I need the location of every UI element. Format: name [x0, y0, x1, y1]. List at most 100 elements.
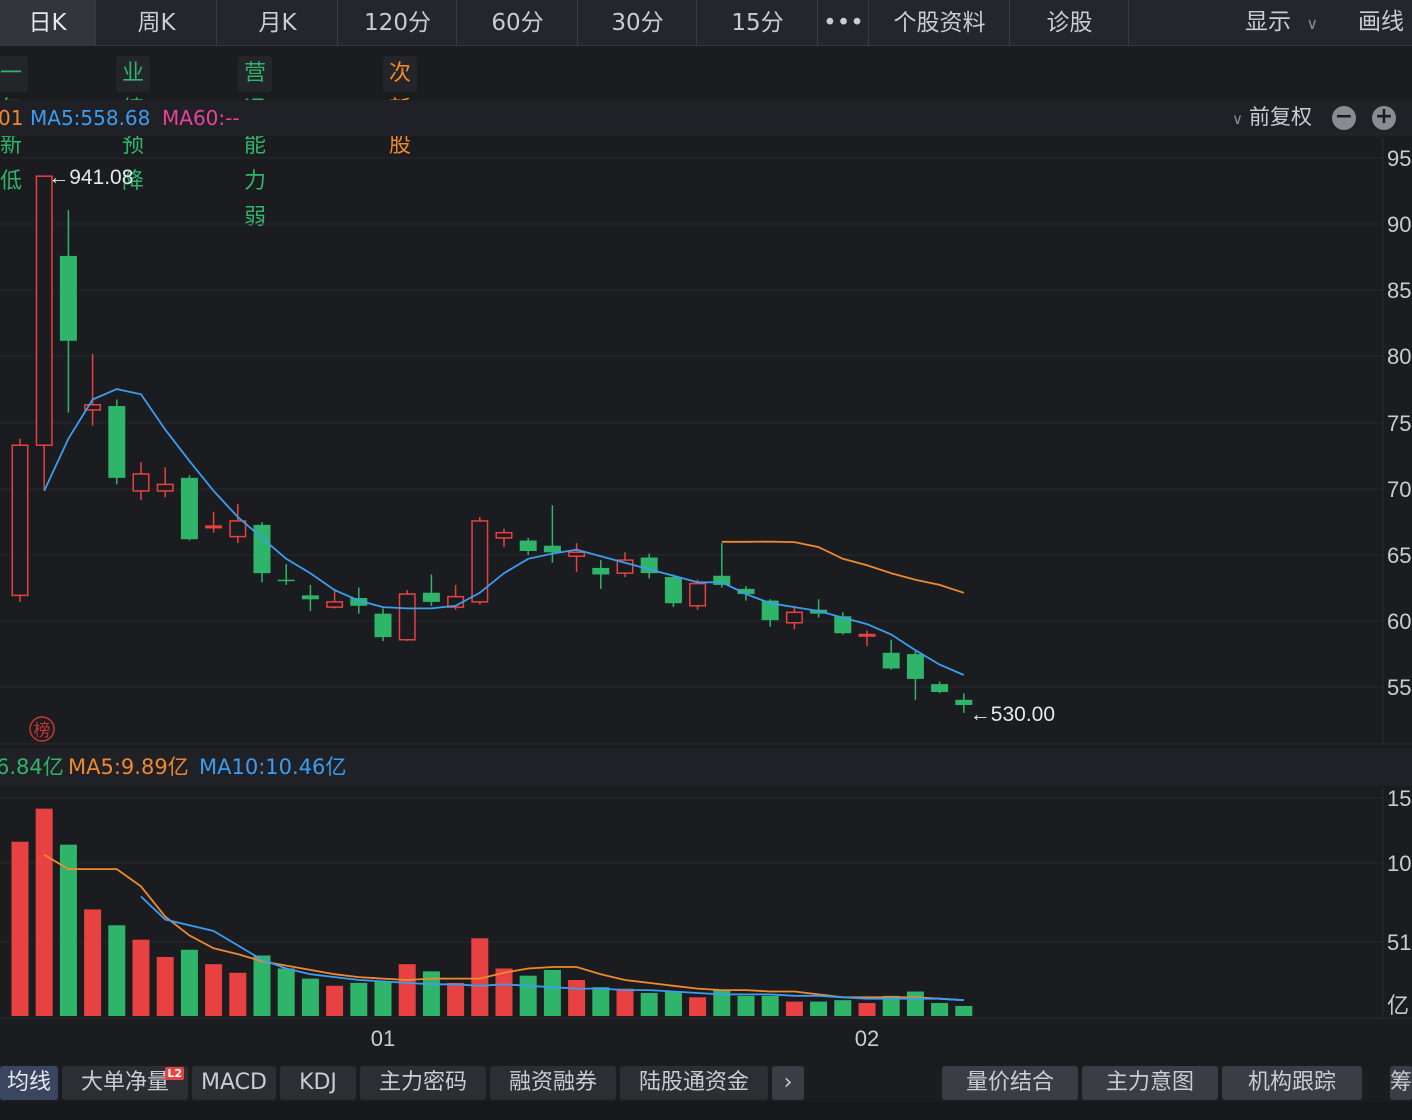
zoom-in-icon[interactable]: + — [1372, 106, 1396, 130]
adjust-dropdown[interactable]: ∨ 前复权 — [1232, 100, 1312, 136]
ma60-line — [721, 540, 965, 594]
ma60-polyline — [721, 540, 965, 594]
candle — [592, 560, 610, 589]
candle-body — [713, 575, 731, 585]
tab-monthly-k[interactable]: 月K — [218, 0, 338, 46]
volume-bar — [156, 956, 174, 1016]
chevron-right-icon[interactable]: › — [772, 1066, 804, 1100]
zoom-out-icon[interactable]: − — [1332, 106, 1356, 130]
volume-bar — [906, 991, 924, 1016]
tab-chips[interactable]: 筹 — [1390, 1066, 1412, 1100]
candle-body — [568, 551, 586, 557]
ma60-legend: MA60:-- — [162, 106, 240, 130]
tab-institution-tracking[interactable]: 机构跟踪 — [1222, 1066, 1362, 1100]
tab-macd[interactable]: MACD — [192, 1066, 276, 1100]
candle-body — [108, 406, 126, 478]
price-tick-label: 75 — [1387, 411, 1411, 436]
volume-bar — [664, 991, 682, 1016]
tab-main-intent[interactable]: 主力意图 — [1082, 1066, 1218, 1100]
l2-badge: L2 — [165, 1067, 184, 1080]
tab-northbound-funds[interactable]: 陆股通资金 — [620, 1066, 768, 1100]
volume-bars — [11, 808, 973, 1016]
tab-volume-price[interactable]: 量价结合 — [942, 1066, 1078, 1100]
volume-bar — [858, 1003, 876, 1016]
tab-120min[interactable]: 120分 — [339, 0, 457, 46]
candle — [810, 599, 828, 618]
candle-body — [326, 601, 344, 608]
tab-big-order-net[interactable]: 大单净量 L2 — [62, 1066, 188, 1100]
candle-body — [640, 557, 658, 574]
tab-diagnose[interactable]: 诊股 — [1011, 0, 1129, 46]
candle — [59, 210, 77, 413]
candle — [834, 612, 852, 635]
candle — [713, 543, 731, 588]
price-tick-label: 80 — [1387, 344, 1411, 369]
candle-body — [931, 684, 949, 692]
candle-body — [374, 613, 392, 638]
candlesticks — [11, 175, 973, 713]
volume-bar — [35, 808, 53, 1016]
candle — [640, 553, 658, 579]
vol-ma5-legend: MA5:9.89亿 — [68, 755, 189, 779]
candle-body — [495, 531, 513, 539]
volume-bar — [810, 1001, 828, 1016]
tab-daily-k[interactable]: 日K — [0, 0, 96, 46]
candle-body — [834, 616, 852, 634]
display-menu[interactable]: 显示 ∨ — [1245, 0, 1318, 46]
display-label: 显示 — [1245, 9, 1291, 35]
tab-margin-trading[interactable]: 融资融券 — [490, 1066, 616, 1100]
volume-bar — [543, 969, 561, 1016]
volume-bar — [931, 1003, 949, 1016]
volume-ma-lines — [43, 853, 964, 1002]
price-tick-label: 85 — [1387, 278, 1411, 303]
price-tick-label: 95 — [1387, 146, 1411, 171]
tab-kdj[interactable]: KDJ — [280, 1066, 356, 1100]
volume-bar — [326, 985, 344, 1016]
draw-line-button[interactable]: 画线 — [1358, 9, 1404, 35]
candle-body — [422, 592, 440, 602]
candle — [906, 651, 924, 700]
volume-bar — [689, 997, 707, 1016]
tab-30min[interactable]: 30分 — [579, 0, 697, 46]
candle-body — [253, 524, 271, 574]
candle — [519, 537, 537, 555]
more-periods-button[interactable]: ••• — [819, 0, 869, 46]
tab-big-order-net-label: 大单净量 — [80, 1070, 169, 1095]
candle — [882, 639, 900, 670]
candle — [689, 579, 707, 610]
volume-bar — [471, 938, 489, 1016]
x-axis: 01 02 — [371, 1026, 879, 1051]
tab-60min[interactable]: 60分 — [458, 0, 578, 46]
tab-moving-average[interactable]: 均线 — [0, 1066, 58, 1100]
vol-ma5-polyline — [43, 853, 964, 1002]
candle — [422, 574, 440, 606]
candle-body — [519, 540, 537, 551]
candle — [785, 605, 803, 630]
volume-bar — [616, 988, 634, 1016]
candle-body — [906, 654, 924, 679]
candle — [180, 475, 198, 541]
tab-main-force-code[interactable]: 主力密码 — [360, 1066, 486, 1100]
volume-bar — [519, 975, 537, 1016]
candle-body — [205, 525, 223, 529]
price-tick-label: 55 — [1387, 675, 1411, 700]
volume-bar — [785, 1001, 803, 1016]
tab-15min[interactable]: 15分 — [698, 0, 818, 46]
candle — [253, 522, 271, 583]
volume-bar — [422, 971, 440, 1016]
low-price-mark: ←530.00 — [970, 703, 1055, 726]
candle — [301, 584, 319, 612]
candle-body — [84, 404, 102, 411]
rank-badge-icon[interactable]: 榜 — [29, 716, 55, 742]
ma5-polyline — [43, 388, 965, 676]
tab-weekly-k[interactable]: 周K — [97, 0, 217, 46]
candle — [84, 353, 102, 426]
candle — [471, 517, 489, 605]
chart-grid — [0, 138, 1412, 1019]
volume-bar — [59, 844, 77, 1016]
candle — [931, 681, 949, 694]
candle-body — [858, 633, 876, 637]
tab-stock-profile[interactable]: 个股资料 — [870, 0, 1010, 46]
ma5-legend: MA5:558.68 — [30, 106, 151, 130]
